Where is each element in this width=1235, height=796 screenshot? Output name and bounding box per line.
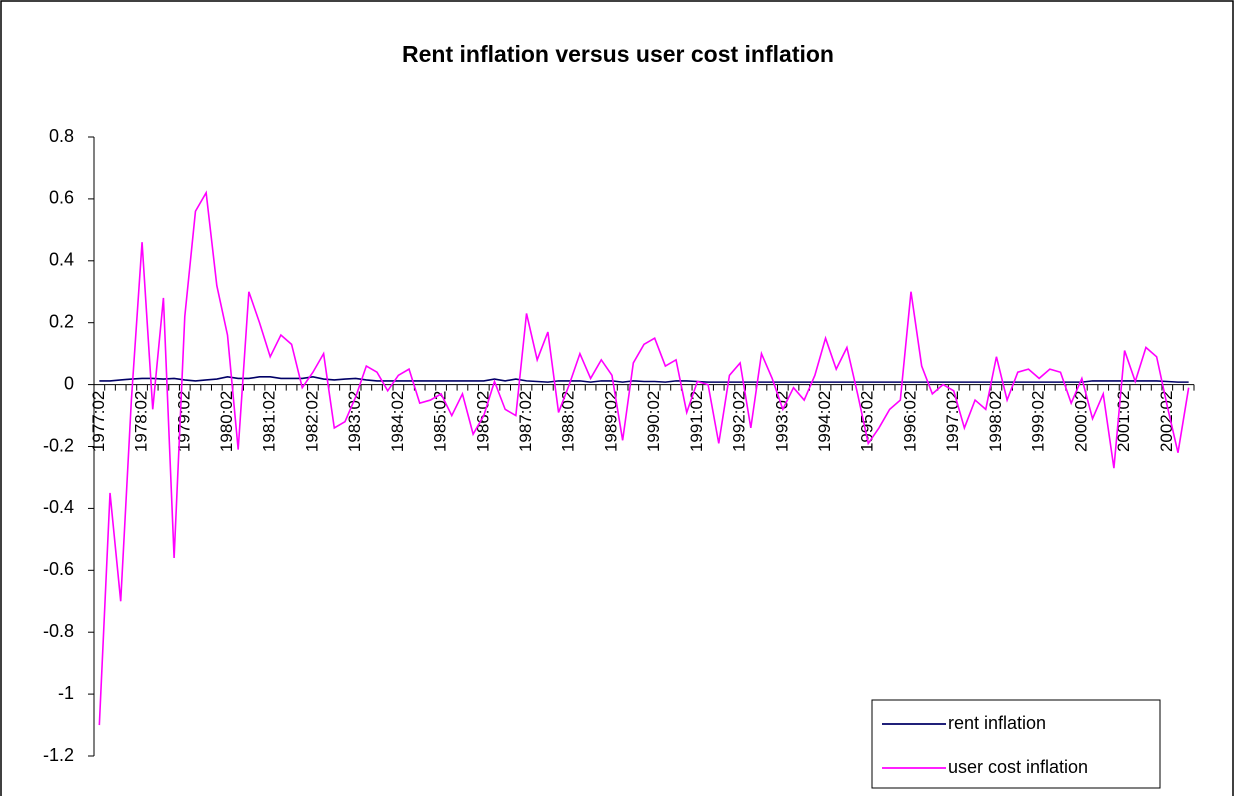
legend-label: rent inflation bbox=[948, 713, 1046, 733]
legend-box bbox=[871, 699, 1161, 789]
x-tick-label: 1989:02 bbox=[601, 391, 620, 452]
x-tick-label: 1998:02 bbox=[986, 391, 1005, 452]
y-tick-label: 0.6 bbox=[49, 188, 74, 208]
series-line bbox=[98, 190, 1190, 726]
y-tick-label: -0.2 bbox=[43, 435, 74, 455]
x-tick-label: 1979:02 bbox=[174, 391, 193, 452]
x-tick-label: 1992:02 bbox=[730, 391, 749, 452]
y-tick-label: -0.8 bbox=[43, 621, 74, 641]
y-tick-label: -1.2 bbox=[43, 745, 74, 765]
y-tick-label: -1 bbox=[58, 683, 74, 703]
x-tick-label: 1982:02 bbox=[302, 391, 321, 452]
legend-label: user cost inflation bbox=[948, 757, 1088, 777]
x-tick-label: 2000:02 bbox=[1071, 391, 1090, 452]
y-tick-label: -0.4 bbox=[43, 497, 74, 517]
x-tick-label: 1983:02 bbox=[345, 391, 364, 452]
x-tick-label: 1994:02 bbox=[815, 391, 834, 452]
x-tick-label: 1987:02 bbox=[516, 391, 535, 452]
x-tick-label: 1997:02 bbox=[943, 391, 962, 452]
y-tick-label: 0.4 bbox=[49, 250, 74, 270]
x-tick-label: 1991:02 bbox=[687, 391, 706, 452]
x-tick-label: 1995:02 bbox=[858, 391, 877, 452]
x-tick-label: 1990:02 bbox=[644, 391, 663, 452]
x-tick-label: 1980:02 bbox=[217, 391, 236, 452]
x-tick-label: 1981:02 bbox=[260, 391, 279, 452]
x-tick-label: 1977:02 bbox=[89, 391, 108, 452]
x-tick-label: 1978:02 bbox=[132, 391, 151, 452]
y-tick-label: 0 bbox=[64, 373, 74, 393]
x-tick-label: 1993:02 bbox=[772, 391, 791, 452]
chart-title: Rent inflation versus user cost inflatio… bbox=[402, 41, 834, 67]
series-line bbox=[99, 376, 1189, 383]
x-tick-label: 1985:02 bbox=[431, 391, 450, 452]
x-tick-label: 1999:02 bbox=[1029, 391, 1048, 452]
y-tick-label: 0.2 bbox=[49, 311, 74, 331]
y-tick-label: 0.8 bbox=[49, 126, 74, 146]
x-tick-label: 1988:02 bbox=[559, 391, 578, 452]
x-tick-label: 1984:02 bbox=[388, 391, 407, 452]
x-tick-label: 2002:02 bbox=[1157, 391, 1176, 452]
y-tick-label: -0.6 bbox=[43, 559, 74, 579]
x-tick-label: 1996:02 bbox=[900, 391, 919, 452]
